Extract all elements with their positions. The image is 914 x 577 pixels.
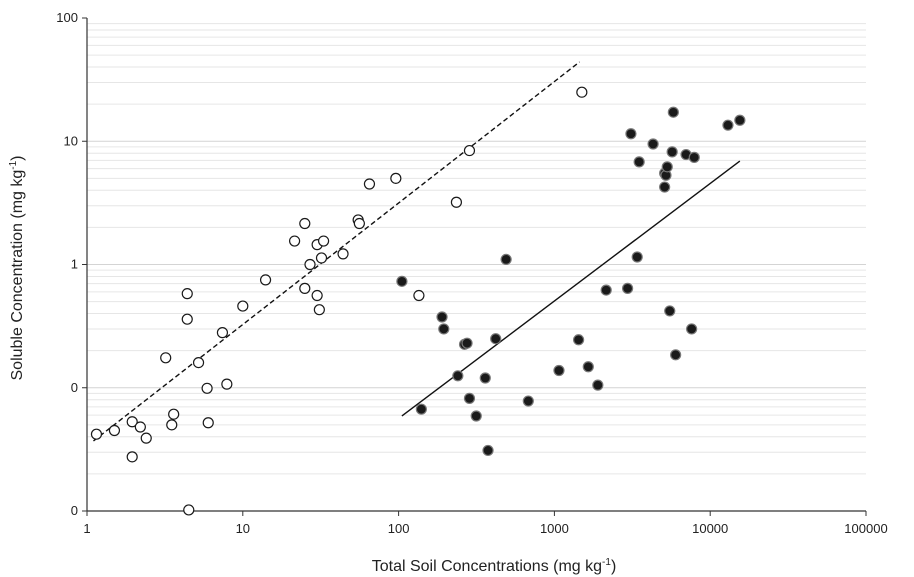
filled-data-point: [661, 161, 673, 173]
open-data-point: [353, 217, 365, 230]
open-data-point: [390, 172, 402, 184]
open-data-point: [221, 378, 233, 390]
open-data-point: [576, 86, 588, 98]
dashed-trend-line: [93, 61, 580, 442]
open-data-point: [317, 235, 330, 247]
filled-data-point: [479, 372, 491, 384]
open-data-point: [311, 289, 323, 302]
open-data-point: [216, 327, 229, 339]
y-tick-label: 1: [71, 257, 78, 272]
data-points: [90, 86, 746, 516]
y-tick-label: 100: [56, 10, 78, 25]
open-data-point: [192, 356, 205, 369]
grid-lines: [87, 23, 866, 475]
filled-data-point: [734, 114, 746, 126]
filled-data-point: [670, 349, 682, 361]
open-data-point: [237, 300, 249, 312]
x-tick-label: 100000: [844, 521, 887, 536]
filled-data-point: [722, 119, 734, 131]
open-data-point: [413, 289, 425, 302]
x-tick-label: 100: [388, 521, 410, 536]
filled-data-point: [592, 379, 604, 391]
x-tick-label: 10000: [692, 521, 728, 536]
open-data-point: [259, 274, 272, 286]
open-data-point: [288, 235, 301, 247]
y-tick-label: 0: [71, 380, 78, 395]
y-tick-label: 0: [71, 503, 78, 518]
open-data-point: [363, 178, 376, 190]
open-data-point: [166, 419, 178, 431]
filled-data-point: [461, 337, 473, 349]
filled-data-point: [436, 311, 448, 323]
filled-data-point: [633, 156, 645, 168]
open-data-point: [108, 424, 121, 437]
filled-data-point: [470, 410, 482, 422]
filled-data-point: [631, 251, 643, 263]
open-data-point: [299, 282, 311, 294]
filled-data-point: [686, 323, 698, 335]
filled-data-point: [415, 403, 427, 415]
open-data-point: [450, 196, 463, 208]
open-data-point: [299, 217, 311, 230]
filled-data-point: [667, 106, 679, 118]
open-data-point: [126, 451, 138, 463]
trend-lines: [93, 61, 741, 442]
filled-data-point: [664, 305, 676, 317]
filled-data-point: [688, 151, 700, 163]
filled-data-point: [553, 364, 565, 377]
open-data-point: [202, 417, 214, 429]
x-tick-label: 10: [236, 521, 250, 536]
open-data-point: [183, 504, 195, 516]
open-data-point: [315, 252, 328, 264]
filled-data-point: [482, 444, 494, 457]
open-data-point: [304, 258, 316, 271]
filled-data-point: [490, 333, 502, 345]
filled-data-point: [396, 275, 408, 287]
open-data-point: [313, 304, 325, 316]
filled-data-point: [625, 128, 637, 140]
filled-data-point: [582, 361, 594, 373]
x-tick-label: 1: [83, 521, 90, 536]
filled-data-point: [666, 146, 678, 158]
open-data-point: [126, 416, 138, 428]
filled-data-point: [438, 323, 450, 335]
open-data-point: [168, 408, 180, 420]
open-data-point: [463, 144, 476, 157]
open-data-point: [90, 428, 103, 440]
filled-data-point: [522, 395, 534, 407]
y-tick-label: 10: [64, 133, 78, 148]
filled-data-point: [621, 282, 634, 294]
open-data-point: [181, 313, 193, 325]
open-data-point: [160, 352, 172, 364]
open-data-point: [201, 382, 213, 394]
open-data-point: [140, 432, 152, 444]
filled-data-point: [500, 253, 512, 265]
filled-data-point: [452, 370, 464, 382]
y-axis-ticks: 0 0 1 10 100: [56, 10, 87, 518]
filled-data-point: [573, 334, 585, 346]
x-axis-title: Total Soil Concentrations (mg kg-1): [372, 557, 617, 575]
filled-data-point: [647, 138, 659, 150]
open-data-point: [181, 288, 193, 300]
filled-data-point: [600, 284, 612, 296]
filled-data-point: [659, 181, 671, 193]
x-axis-ticks: 1 10 100 1000 10000 100000: [83, 511, 888, 536]
x-tick-label: 1000: [540, 521, 569, 536]
open-data-point: [134, 421, 146, 433]
filled-data-point: [463, 392, 476, 404]
y-axis-title: Soluble Concentration (mg kg-1): [8, 155, 26, 380]
open-data-point: [337, 248, 349, 260]
